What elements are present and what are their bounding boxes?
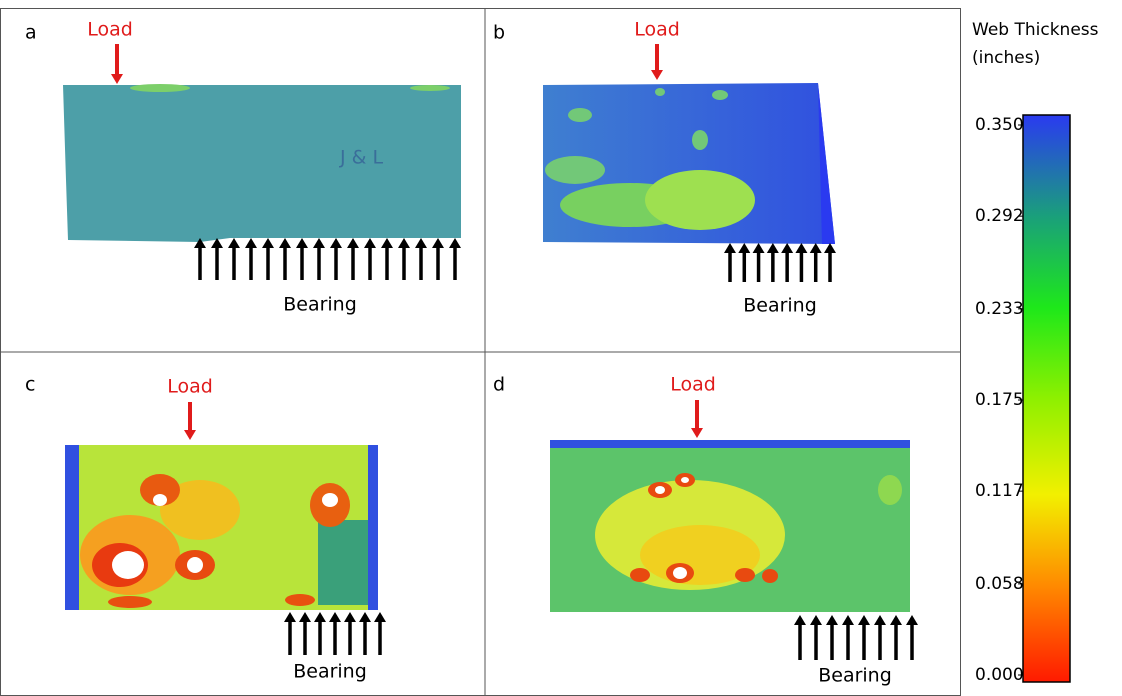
bearing-arrow (364, 238, 376, 248)
bearing-arrow (858, 615, 870, 625)
colorbar-title: (inches) (972, 48, 1040, 68)
bearing-arrow (874, 615, 886, 625)
bearing-label: Bearing (818, 665, 892, 687)
load-label: Load (670, 374, 716, 396)
bearing-arrow (262, 238, 274, 248)
colorbar-tick-label: 0.292 (975, 206, 1024, 226)
bearing-label: Bearing (283, 294, 357, 316)
bearing-arrow (432, 238, 444, 248)
thickness-map: J & L (63, 84, 461, 242)
bearing-arrow (724, 243, 736, 253)
bearing-arrow (279, 238, 291, 248)
bearing-arrow (344, 612, 356, 622)
colorbar-tick-label: 0.175 (975, 390, 1024, 410)
bearing-arrow (296, 238, 308, 248)
load-arrow (111, 74, 123, 84)
panel-label: d (493, 374, 505, 396)
load-arrow (651, 70, 663, 80)
bearing-arrow (359, 612, 371, 622)
load-arrow (184, 430, 196, 440)
bearing-arrow (826, 615, 838, 625)
colorbar-tick-label: 0.350 (975, 115, 1024, 135)
bearing-arrow (449, 238, 461, 248)
bearing-arrow (810, 615, 822, 625)
bearing-label: Bearing (293, 661, 367, 683)
thickness-map (543, 83, 835, 244)
bearing-arrow (330, 238, 342, 248)
load-label: Load (634, 19, 680, 41)
bearing-arrow (313, 238, 325, 248)
thickness-map (550, 440, 910, 612)
colorbar-tick-label: 0.117 (975, 481, 1024, 501)
thickness-map (65, 445, 378, 610)
bearing-arrow (890, 615, 902, 625)
bearing-label: Bearing (743, 295, 817, 317)
bearing-arrow (824, 243, 836, 253)
figure: J & L (0, 0, 1122, 696)
bearing-arrow (810, 243, 822, 253)
colorbar-tick-label: 0.000 (975, 665, 1024, 685)
load-label: Load (167, 376, 213, 398)
bearing-arrow (842, 615, 854, 625)
bearing-arrow (795, 243, 807, 253)
svg-text:J & L: J & L (339, 147, 383, 169)
bearing-arrow (374, 612, 386, 622)
bearing-arrow (753, 243, 765, 253)
colorbar-tick-label: 0.233 (975, 299, 1024, 319)
bearing-arrow (245, 238, 257, 248)
bearing-arrow (738, 243, 750, 253)
bearing-arrow (415, 238, 427, 248)
bearing-arrow (299, 612, 311, 622)
bearing-arrow (347, 238, 359, 248)
load-arrow (691, 428, 703, 438)
colorbar (1023, 115, 1070, 682)
bearing-arrow (781, 243, 793, 253)
colorbar-title: Web Thickness (972, 20, 1099, 40)
bearing-arrow (284, 612, 296, 622)
bearing-arrow (398, 238, 410, 248)
panel-label: a (25, 22, 37, 44)
load-label: Load (87, 19, 133, 41)
bearing-arrow (228, 238, 240, 248)
bearing-arrow (314, 612, 326, 622)
panel-label: b (493, 22, 505, 44)
panel-label: c (25, 374, 35, 396)
bearing-arrow (767, 243, 779, 253)
bearing-arrow (794, 615, 806, 625)
bearing-arrow (381, 238, 393, 248)
bearing-arrow (329, 612, 341, 622)
colorbar-tick-label: 0.058 (975, 574, 1024, 594)
bearing-arrow (906, 615, 918, 625)
